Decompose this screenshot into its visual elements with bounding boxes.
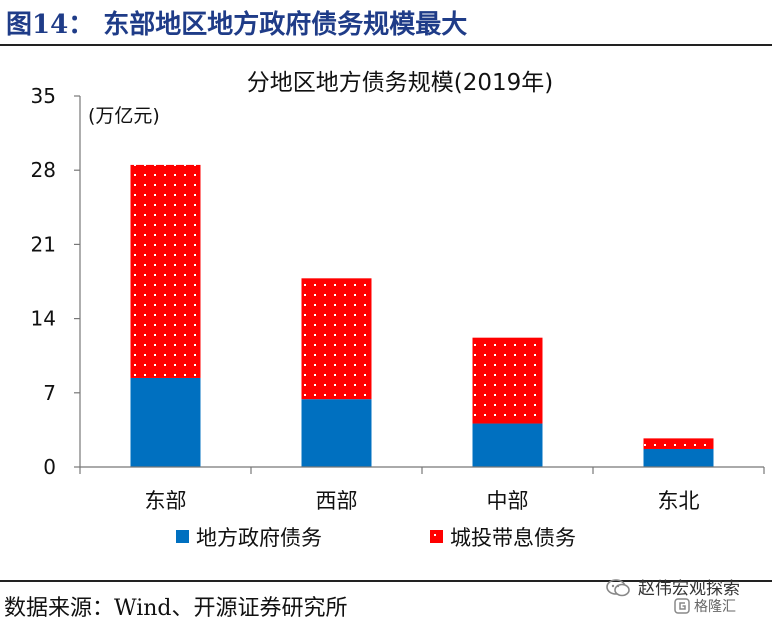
x-tick-label: 中部 [487,489,529,513]
top-rule [0,44,772,46]
bar-chengtou-debt [643,438,714,449]
bar-local-gov-debt [130,377,201,467]
unit-label: (万亿元) [88,105,160,127]
chart-title: 分地区地方债务规模(2019年) [247,70,553,96]
bar-local-gov-debt [643,448,714,467]
y-tick-label: 14 [31,307,56,331]
x-tick-label: 东部 [145,489,187,513]
watermark: 赵伟宏观探索 格隆汇 [598,572,768,620]
y-tick-label: 21 [31,232,56,256]
y-tick-label: 7 [43,381,56,405]
bar-chengtou-debt [472,337,543,424]
legend-swatch [430,530,443,543]
wechat-icon [606,579,630,597]
legend-swatch [176,530,189,543]
y-tick-label: 0 [43,455,56,479]
bar-chengtou-debt [301,278,372,400]
source-note: 数据来源：Wind、开源证券研究所 [4,596,348,621]
figure-title: 图14： 东部地区地方政府债务规模最大 [6,10,468,40]
x-tick-label: 东北 [658,489,700,513]
watermark-name: 赵伟宏观探索 [638,579,740,599]
stacked-bar-chart: 分地区地方债务规模(2019年) (万亿元) 0 7 14 21 28 35 东部 西部 中部… [31,70,765,550]
x-tick-label: 西部 [316,489,358,513]
bar-local-gov-debt [472,423,543,467]
gelonghui-logo-icon [674,598,690,614]
bar-local-gov-debt [301,399,372,467]
bar-chengtou-debt [130,164,201,378]
y-tick-label: 35 [31,84,56,108]
watermark-sub: 格隆汇 [694,599,736,615]
y-tick-label: 28 [31,158,56,182]
legend-label: 城投带息债务 [450,526,576,550]
legend-label: 地方政府债务 [196,526,322,550]
bottom-rule [0,580,772,582]
